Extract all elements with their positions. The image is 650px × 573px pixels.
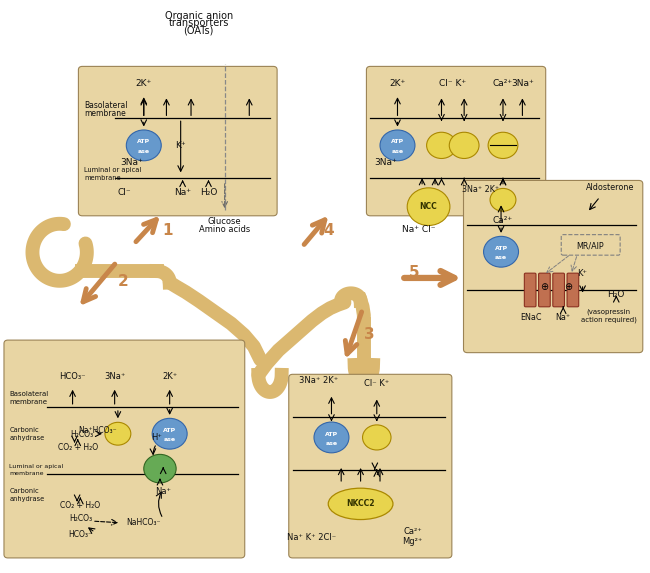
Text: 3Na⁺: 3Na⁺ [121, 158, 144, 167]
Text: Na⁺ K⁺ 2Cl⁻: Na⁺ K⁺ 2Cl⁻ [287, 533, 337, 542]
FancyBboxPatch shape [552, 273, 564, 307]
Text: Luminal or apical: Luminal or apical [9, 464, 63, 469]
Text: membrane: membrane [84, 175, 121, 181]
Text: ATP: ATP [163, 428, 176, 433]
Text: HCO₃⁻: HCO₃⁻ [68, 529, 92, 539]
Text: NCC: NCC [420, 202, 437, 211]
Text: 2K⁺: 2K⁺ [162, 372, 177, 381]
FancyBboxPatch shape [463, 180, 643, 352]
Circle shape [126, 130, 161, 161]
Text: Ca²⁺: Ca²⁺ [493, 217, 513, 225]
Circle shape [363, 425, 391, 450]
Circle shape [449, 132, 479, 159]
Text: H₂CO₃: H₂CO₃ [69, 515, 92, 523]
Text: NaHCO₃⁻: NaHCO₃⁻ [127, 519, 161, 527]
Text: Carbonic: Carbonic [9, 488, 39, 494]
Text: Carbonic: Carbonic [9, 427, 39, 433]
Text: membrane: membrane [84, 109, 126, 118]
Circle shape [380, 130, 415, 161]
Text: ⊕: ⊕ [540, 282, 548, 292]
Text: 3Na⁺ 2K⁺: 3Na⁺ 2K⁺ [462, 185, 499, 194]
Ellipse shape [328, 488, 393, 520]
Text: Basolateral: Basolateral [84, 101, 128, 110]
FancyBboxPatch shape [539, 273, 551, 307]
Text: H₂O: H₂O [200, 188, 217, 197]
Text: Na⁺: Na⁺ [155, 487, 171, 496]
Text: 1: 1 [162, 223, 172, 238]
Text: ase: ase [495, 255, 507, 260]
Circle shape [105, 422, 131, 445]
Text: membrane: membrane [9, 399, 47, 405]
FancyBboxPatch shape [367, 66, 546, 216]
Circle shape [144, 454, 176, 483]
Text: 2K⁺: 2K⁺ [389, 79, 406, 88]
Text: ⊕: ⊕ [564, 282, 572, 292]
Text: ATP: ATP [137, 139, 150, 144]
FancyBboxPatch shape [79, 66, 277, 216]
Text: Luminal or apical: Luminal or apical [84, 167, 142, 173]
Text: MR/AIP: MR/AIP [577, 242, 604, 250]
Circle shape [407, 188, 450, 226]
Text: CO₂ + H₂O: CO₂ + H₂O [60, 501, 100, 510]
Text: membrane: membrane [9, 471, 44, 476]
Text: Ca²⁺: Ca²⁺ [493, 79, 513, 88]
Circle shape [152, 418, 187, 449]
Text: Na⁺HCO₃⁻: Na⁺HCO₃⁻ [78, 426, 116, 435]
Text: 3Na⁺: 3Na⁺ [511, 79, 534, 88]
Text: anhydrase: anhydrase [9, 435, 44, 441]
Text: Basolateral: Basolateral [9, 391, 48, 397]
Text: NKCC2: NKCC2 [346, 499, 375, 508]
Text: (vasopressin: (vasopressin [586, 308, 630, 315]
Text: transporters: transporters [168, 18, 229, 28]
Text: H⁺: H⁺ [151, 433, 162, 442]
Text: Amino acids: Amino acids [199, 225, 250, 234]
Text: 4: 4 [324, 223, 334, 238]
Text: Na⁺: Na⁺ [556, 312, 571, 321]
Text: 3: 3 [364, 327, 374, 343]
Text: Cl⁻ K⁺: Cl⁻ K⁺ [364, 379, 389, 388]
Text: Mg²⁺: Mg²⁺ [402, 537, 423, 547]
FancyBboxPatch shape [567, 273, 578, 307]
Text: ase: ase [326, 441, 337, 446]
Text: ENaC: ENaC [520, 312, 541, 321]
Text: Organic anion: Organic anion [164, 11, 233, 21]
Text: ase: ase [164, 437, 176, 442]
FancyBboxPatch shape [525, 273, 536, 307]
Text: 3Na⁺: 3Na⁺ [104, 372, 125, 381]
Text: 3Na⁺ 2K⁺: 3Na⁺ 2K⁺ [299, 376, 338, 385]
Circle shape [314, 422, 349, 453]
FancyBboxPatch shape [289, 374, 452, 558]
Circle shape [426, 132, 456, 159]
Circle shape [484, 236, 519, 267]
Text: Ca²⁺: Ca²⁺ [403, 527, 422, 536]
Text: 2K⁺: 2K⁺ [136, 79, 152, 88]
Text: ATP: ATP [391, 139, 404, 144]
Text: Aldosterone: Aldosterone [586, 183, 634, 192]
Text: 2: 2 [118, 274, 129, 289]
Text: H₂O: H₂O [608, 290, 625, 299]
Text: Na⁺: Na⁺ [174, 188, 191, 197]
Text: Cl⁻ K⁺: Cl⁻ K⁺ [439, 79, 467, 88]
Text: Glucose: Glucose [208, 217, 242, 226]
Text: ase: ase [138, 148, 150, 154]
Text: H₂CO₃: H₂CO₃ [71, 430, 94, 439]
Text: K⁺: K⁺ [176, 141, 186, 150]
Text: ase: ase [391, 148, 404, 154]
FancyBboxPatch shape [4, 340, 245, 558]
Text: ATP: ATP [325, 431, 338, 437]
Text: action required): action required) [580, 316, 636, 323]
Text: 5: 5 [409, 265, 420, 280]
Text: K⁺: K⁺ [578, 269, 588, 278]
Text: 3Na⁺: 3Na⁺ [374, 158, 397, 167]
Text: ATP: ATP [495, 246, 508, 251]
Text: CO₂ + H₂O: CO₂ + H₂O [58, 443, 98, 452]
Circle shape [488, 132, 518, 159]
Text: anhydrase: anhydrase [9, 496, 44, 502]
Circle shape [490, 189, 516, 211]
Text: HCO₃⁻: HCO₃⁻ [59, 372, 86, 381]
Text: (OATs): (OATs) [183, 25, 214, 36]
Text: Na⁺ Cl⁻: Na⁺ Cl⁻ [402, 225, 436, 234]
Text: Cl⁻: Cl⁻ [118, 188, 131, 197]
